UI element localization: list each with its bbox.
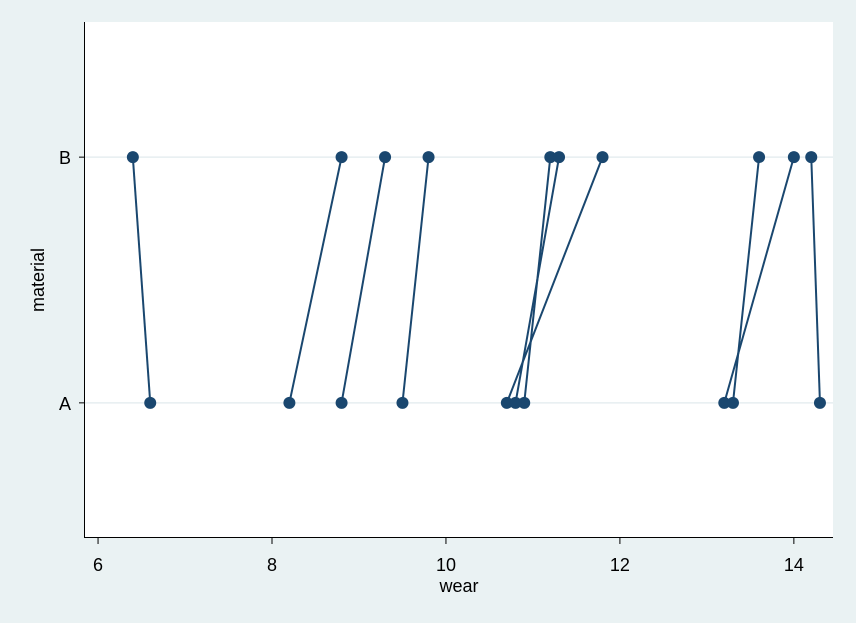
- point-a-9: [726, 396, 739, 409]
- point-a-2: [518, 396, 531, 409]
- x-tick-label-1: 8: [267, 555, 277, 575]
- y-tick-label-0: A: [59, 394, 71, 414]
- pair-line-7: [514, 156, 561, 404]
- x-tick-label-2: 10: [436, 555, 456, 575]
- point-b-2: [544, 151, 557, 164]
- point-b-0: [787, 151, 800, 164]
- x-ticks: 6 8 10 12 14: [93, 538, 804, 575]
- point-b-3: [805, 151, 818, 164]
- grid-lines: [85, 156, 833, 404]
- point-b-6: [422, 151, 435, 164]
- point-b-5: [126, 151, 139, 164]
- data-points: [126, 151, 826, 409]
- axes: [84, 22, 833, 538]
- pair-line-8: [340, 156, 387, 404]
- y-ticks: AB: [59, 148, 85, 414]
- pair-line-0: [723, 156, 795, 404]
- y-axis-title: material: [28, 248, 48, 312]
- x-tick-label-3: 12: [610, 555, 630, 575]
- pair-line-1: [288, 156, 343, 404]
- pair-line-9: [731, 157, 761, 403]
- plot-area: [85, 22, 833, 538]
- point-b-1: [335, 151, 348, 164]
- point-b-7: [553, 151, 566, 164]
- point-b-8: [379, 151, 392, 164]
- x-tick-label-0: 6: [93, 555, 103, 575]
- point-b-4: [596, 151, 609, 164]
- point-a-0: [718, 396, 731, 409]
- x-tick-label-4: 14: [784, 555, 804, 575]
- pair-line-5: [131, 157, 152, 403]
- point-a-7: [509, 396, 522, 409]
- point-b-9: [753, 151, 766, 164]
- y-tick-label-1: B: [59, 148, 71, 168]
- point-a-4: [500, 396, 513, 409]
- point-a-5: [144, 396, 157, 409]
- pair-lines: [131, 156, 821, 404]
- x-axis-title: wear: [438, 576, 478, 596]
- point-a-6: [396, 396, 409, 409]
- pair-line-3: [810, 157, 821, 403]
- pair-line-6: [401, 157, 430, 403]
- point-a-3: [813, 396, 826, 409]
- point-a-8: [335, 396, 348, 409]
- point-a-1: [283, 396, 296, 409]
